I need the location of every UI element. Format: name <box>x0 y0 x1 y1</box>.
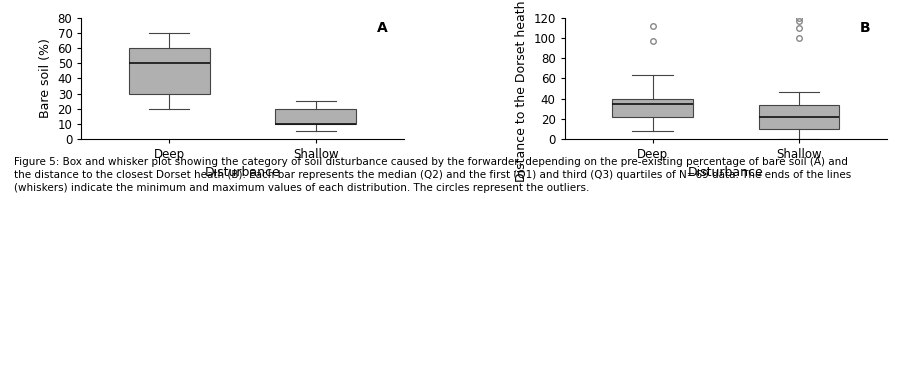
PathPatch shape <box>275 109 356 124</box>
Text: B: B <box>860 21 871 35</box>
Text: A: A <box>376 21 387 35</box>
Y-axis label: Distance to the Dorset heath (m): Distance to the Dorset heath (m) <box>515 0 528 182</box>
X-axis label: Disturbance: Disturbance <box>688 166 764 179</box>
PathPatch shape <box>613 99 693 116</box>
PathPatch shape <box>129 48 210 93</box>
X-axis label: Disturbance: Disturbance <box>205 166 281 179</box>
Text: Figure 5: Box and whisker plot showing the category of soil disturbance caused b: Figure 5: Box and whisker plot showing t… <box>14 157 851 193</box>
PathPatch shape <box>758 104 839 128</box>
Y-axis label: Bare soil (%): Bare soil (%) <box>39 39 52 118</box>
